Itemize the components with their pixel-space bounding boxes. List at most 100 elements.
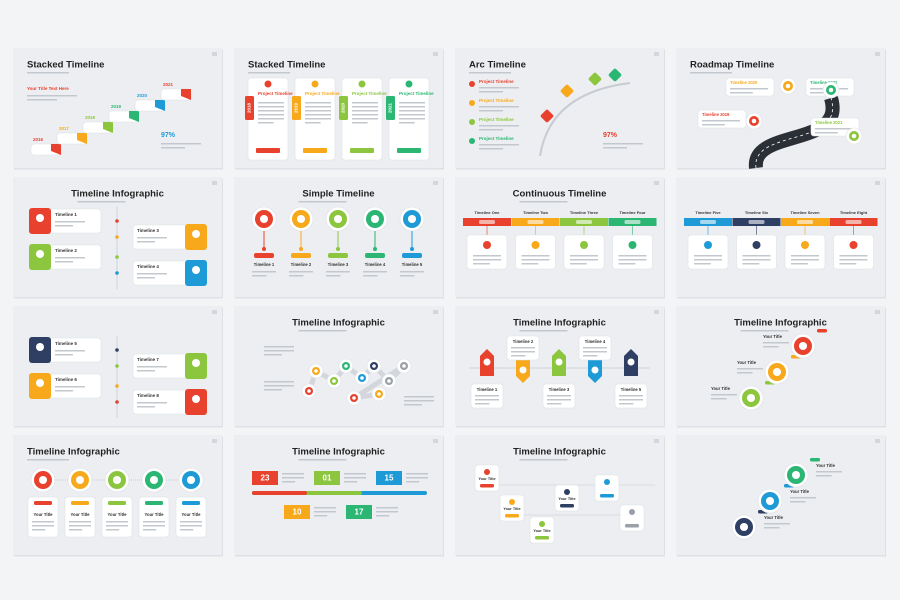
placeholder-text [815, 132, 838, 134]
icon [772, 367, 782, 377]
icon [314, 369, 318, 373]
placeholder-text [27, 95, 77, 97]
label: Your Title [145, 512, 165, 517]
icon [149, 475, 159, 485]
button [256, 148, 280, 153]
label: Your Title [764, 515, 784, 520]
placeholder-text [479, 148, 503, 150]
card [101, 496, 133, 538]
placeholder-text [511, 351, 535, 353]
icon-circle [405, 80, 413, 88]
icon [739, 522, 749, 532]
slide-corner-mark [212, 310, 217, 314]
placeholder-text [27, 459, 69, 461]
icon [333, 214, 343, 224]
label: Your Title [182, 512, 202, 517]
label: Timeline 5 [55, 341, 77, 346]
placeholder-text [479, 106, 519, 108]
label: Timeline 5 [402, 262, 423, 267]
label: Project Timeline [479, 117, 514, 122]
icon-circle [564, 489, 570, 495]
placeholder-text [400, 271, 424, 273]
placeholder-text [473, 255, 501, 257]
slide: Timeline Infographic Timeline 1 Timeline 2… [455, 306, 665, 428]
icon [186, 475, 196, 485]
slide: Stacked Timeline Your Title Text Here 2016… [13, 48, 223, 170]
placeholder-text [764, 523, 790, 525]
placeholder-text [742, 255, 771, 257]
placeholder-text [475, 395, 499, 397]
placeholder-text [32, 529, 46, 531]
placeholder-text [344, 481, 358, 483]
icon [791, 470, 801, 480]
label: Timeline 8 [137, 393, 159, 398]
placeholder-text [258, 118, 284, 120]
placeholder-text [479, 110, 503, 112]
label: Continuous Timeline [513, 189, 607, 200]
placeholder-text [264, 346, 294, 348]
stat-block [376, 471, 402, 485]
placeholder-text [475, 399, 499, 401]
placeholder-text [740, 330, 789, 332]
connector [351, 363, 407, 401]
placeholder-text [180, 521, 202, 523]
step-flag [181, 89, 191, 100]
placeholder-text [352, 110, 378, 112]
label: Timeline Eight [840, 210, 868, 215]
button [350, 148, 374, 153]
icon [402, 364, 406, 368]
placeholder-text [180, 525, 202, 527]
placeholder-text [55, 386, 85, 388]
icon [112, 475, 122, 485]
slide-corner-mark [433, 310, 438, 314]
placeholder-text [137, 402, 167, 404]
label: 01 [323, 474, 332, 483]
icon [746, 393, 756, 403]
placeholder-text [314, 511, 336, 513]
slide-corner-mark [212, 439, 217, 443]
placeholder-text [399, 110, 425, 112]
dot [115, 348, 119, 352]
pill [365, 253, 385, 258]
label: Timeline 2 [55, 248, 77, 253]
label: Your Title [503, 507, 520, 511]
stat-block [284, 505, 310, 519]
label: Your Title [763, 334, 783, 339]
label: Your Title [478, 477, 495, 481]
icon [332, 379, 336, 383]
icon [192, 359, 200, 367]
placeholder-text [314, 507, 336, 509]
placeholder-text [791, 255, 819, 257]
card [810, 117, 860, 137]
placeholder-text [583, 355, 598, 357]
stat-block [314, 471, 340, 485]
label: Timeline 1 [477, 387, 498, 392]
label: 97% [603, 132, 618, 139]
icon-circle [358, 80, 366, 88]
year-tab [245, 96, 254, 120]
placeholder-text [305, 106, 331, 108]
segment-pill [527, 220, 544, 224]
placeholder-text [618, 259, 647, 261]
placeholder-text [55, 354, 73, 356]
icon-circle [539, 521, 545, 527]
slide-corner-mark [212, 52, 217, 56]
placeholder-text [521, 255, 550, 257]
label: Stacked Timeline [27, 60, 104, 71]
placeholder-text [289, 271, 313, 273]
placeholder-text [399, 118, 425, 120]
icon [352, 396, 356, 400]
icon [36, 214, 44, 222]
ring-outline [738, 385, 764, 411]
slide-corner-mark [654, 310, 659, 314]
icon-circle [801, 241, 809, 249]
placeholder-text [55, 390, 73, 392]
placeholder-text [137, 406, 155, 408]
icon [36, 250, 44, 258]
icon [751, 118, 757, 124]
pill [328, 253, 348, 258]
placeholder-text [258, 122, 274, 124]
icon [259, 214, 269, 224]
icon [296, 214, 306, 224]
slide: Timeline 5 Timeline 6 Timeline 7 Timeline 8 [13, 306, 223, 428]
